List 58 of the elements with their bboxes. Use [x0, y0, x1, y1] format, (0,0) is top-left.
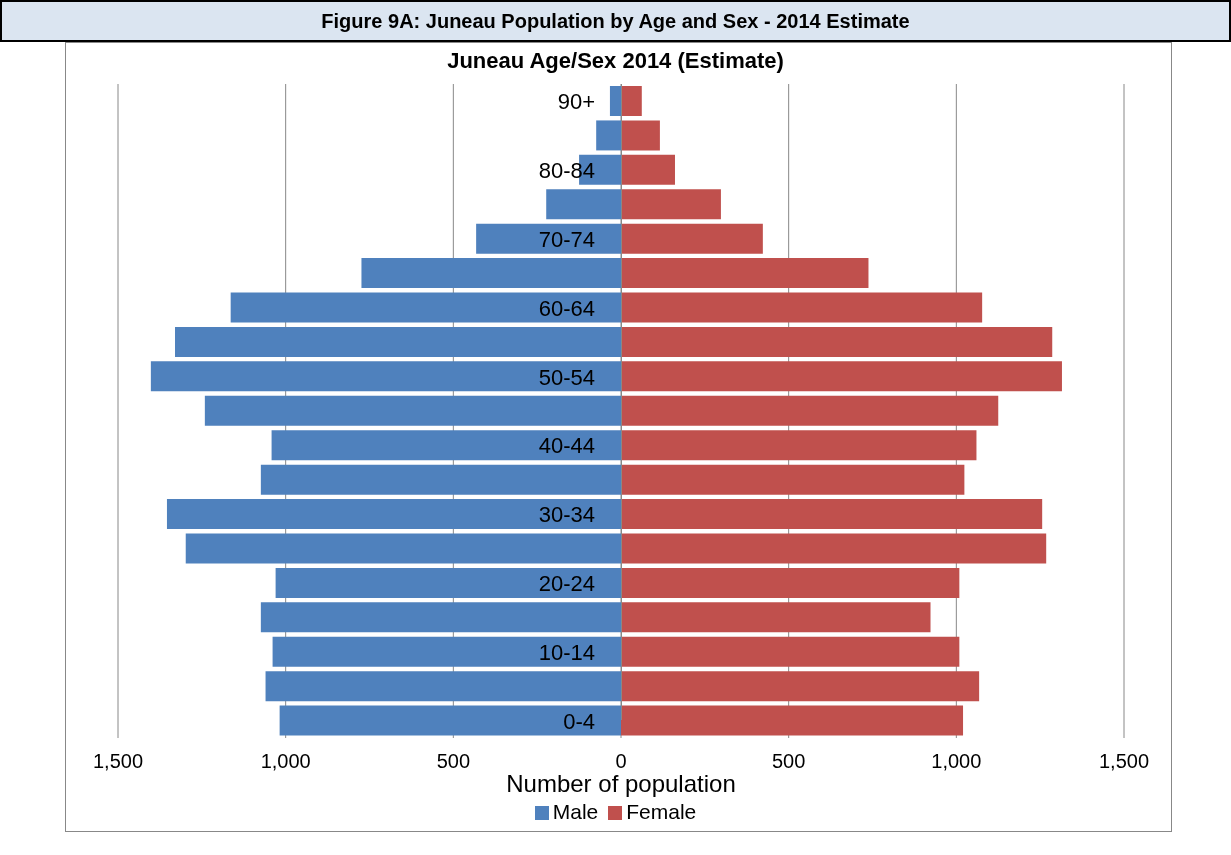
bar: [621, 395, 999, 426]
bar: [621, 154, 675, 185]
bar: [275, 567, 621, 598]
legend-label: Female: [626, 800, 697, 823]
bar: [621, 636, 960, 667]
bar: [596, 120, 621, 151]
x-tick-label: 1,000: [931, 750, 982, 773]
y-tick-label: 20-24: [538, 571, 595, 597]
bar: [265, 671, 621, 702]
chart-subtitle: Juneau Age/Sex 2014 (Estimate): [446, 48, 785, 74]
bar: [621, 533, 1047, 564]
x-axis-title: Number of population: [506, 770, 736, 797]
x-tick-label: 500: [771, 750, 806, 773]
bar: [621, 326, 1053, 357]
y-tick-label: 60-64: [538, 295, 595, 321]
bar: [546, 189, 621, 220]
bar: [621, 430, 977, 461]
x-tick-label: 500: [436, 750, 471, 773]
y-tick-label: 30-34: [538, 502, 595, 528]
bar: [260, 464, 621, 495]
y-tick-label: 70-74: [538, 226, 595, 252]
chart-title: Figure 9A: Juneau Population by Age and Sex - 2014 Estimate: [0, 0, 1231, 42]
bar: [271, 430, 621, 461]
bar: [279, 705, 621, 736]
bar: [621, 602, 931, 633]
bar: [230, 292, 621, 323]
bar: [621, 86, 642, 116]
bar: [621, 464, 965, 495]
bar: [185, 533, 621, 564]
bar: [621, 499, 1043, 530]
bar: [621, 292, 983, 323]
y-tick-label: 0-4: [563, 708, 595, 734]
bar: [621, 223, 763, 254]
bar: [621, 361, 1062, 392]
bar: [621, 189, 721, 220]
x-tick-label: 1,500: [1098, 750, 1150, 773]
bar: [260, 602, 621, 633]
y-tick-label: 50-54: [538, 364, 595, 390]
bar: [621, 567, 960, 598]
bar: [621, 705, 964, 736]
y-tick-label: 90+: [557, 89, 595, 115]
y-tick-label: 10-14: [538, 639, 595, 665]
bar: [204, 395, 621, 426]
x-tick-label: 1,500: [92, 750, 144, 773]
bar: [166, 499, 621, 530]
bar: [361, 258, 621, 289]
bar: [609, 86, 621, 116]
bar: [621, 120, 660, 151]
x-tick-label: 0: [615, 750, 627, 773]
y-tick-label: 40-44: [538, 433, 595, 459]
bar: [476, 223, 621, 254]
bar: [175, 326, 621, 357]
legend-label: Male: [552, 800, 599, 823]
x-tick-label: 1,000: [260, 750, 311, 773]
bar: [621, 258, 869, 289]
bar: [150, 361, 621, 392]
bar: [621, 671, 980, 702]
bar: [272, 636, 621, 667]
